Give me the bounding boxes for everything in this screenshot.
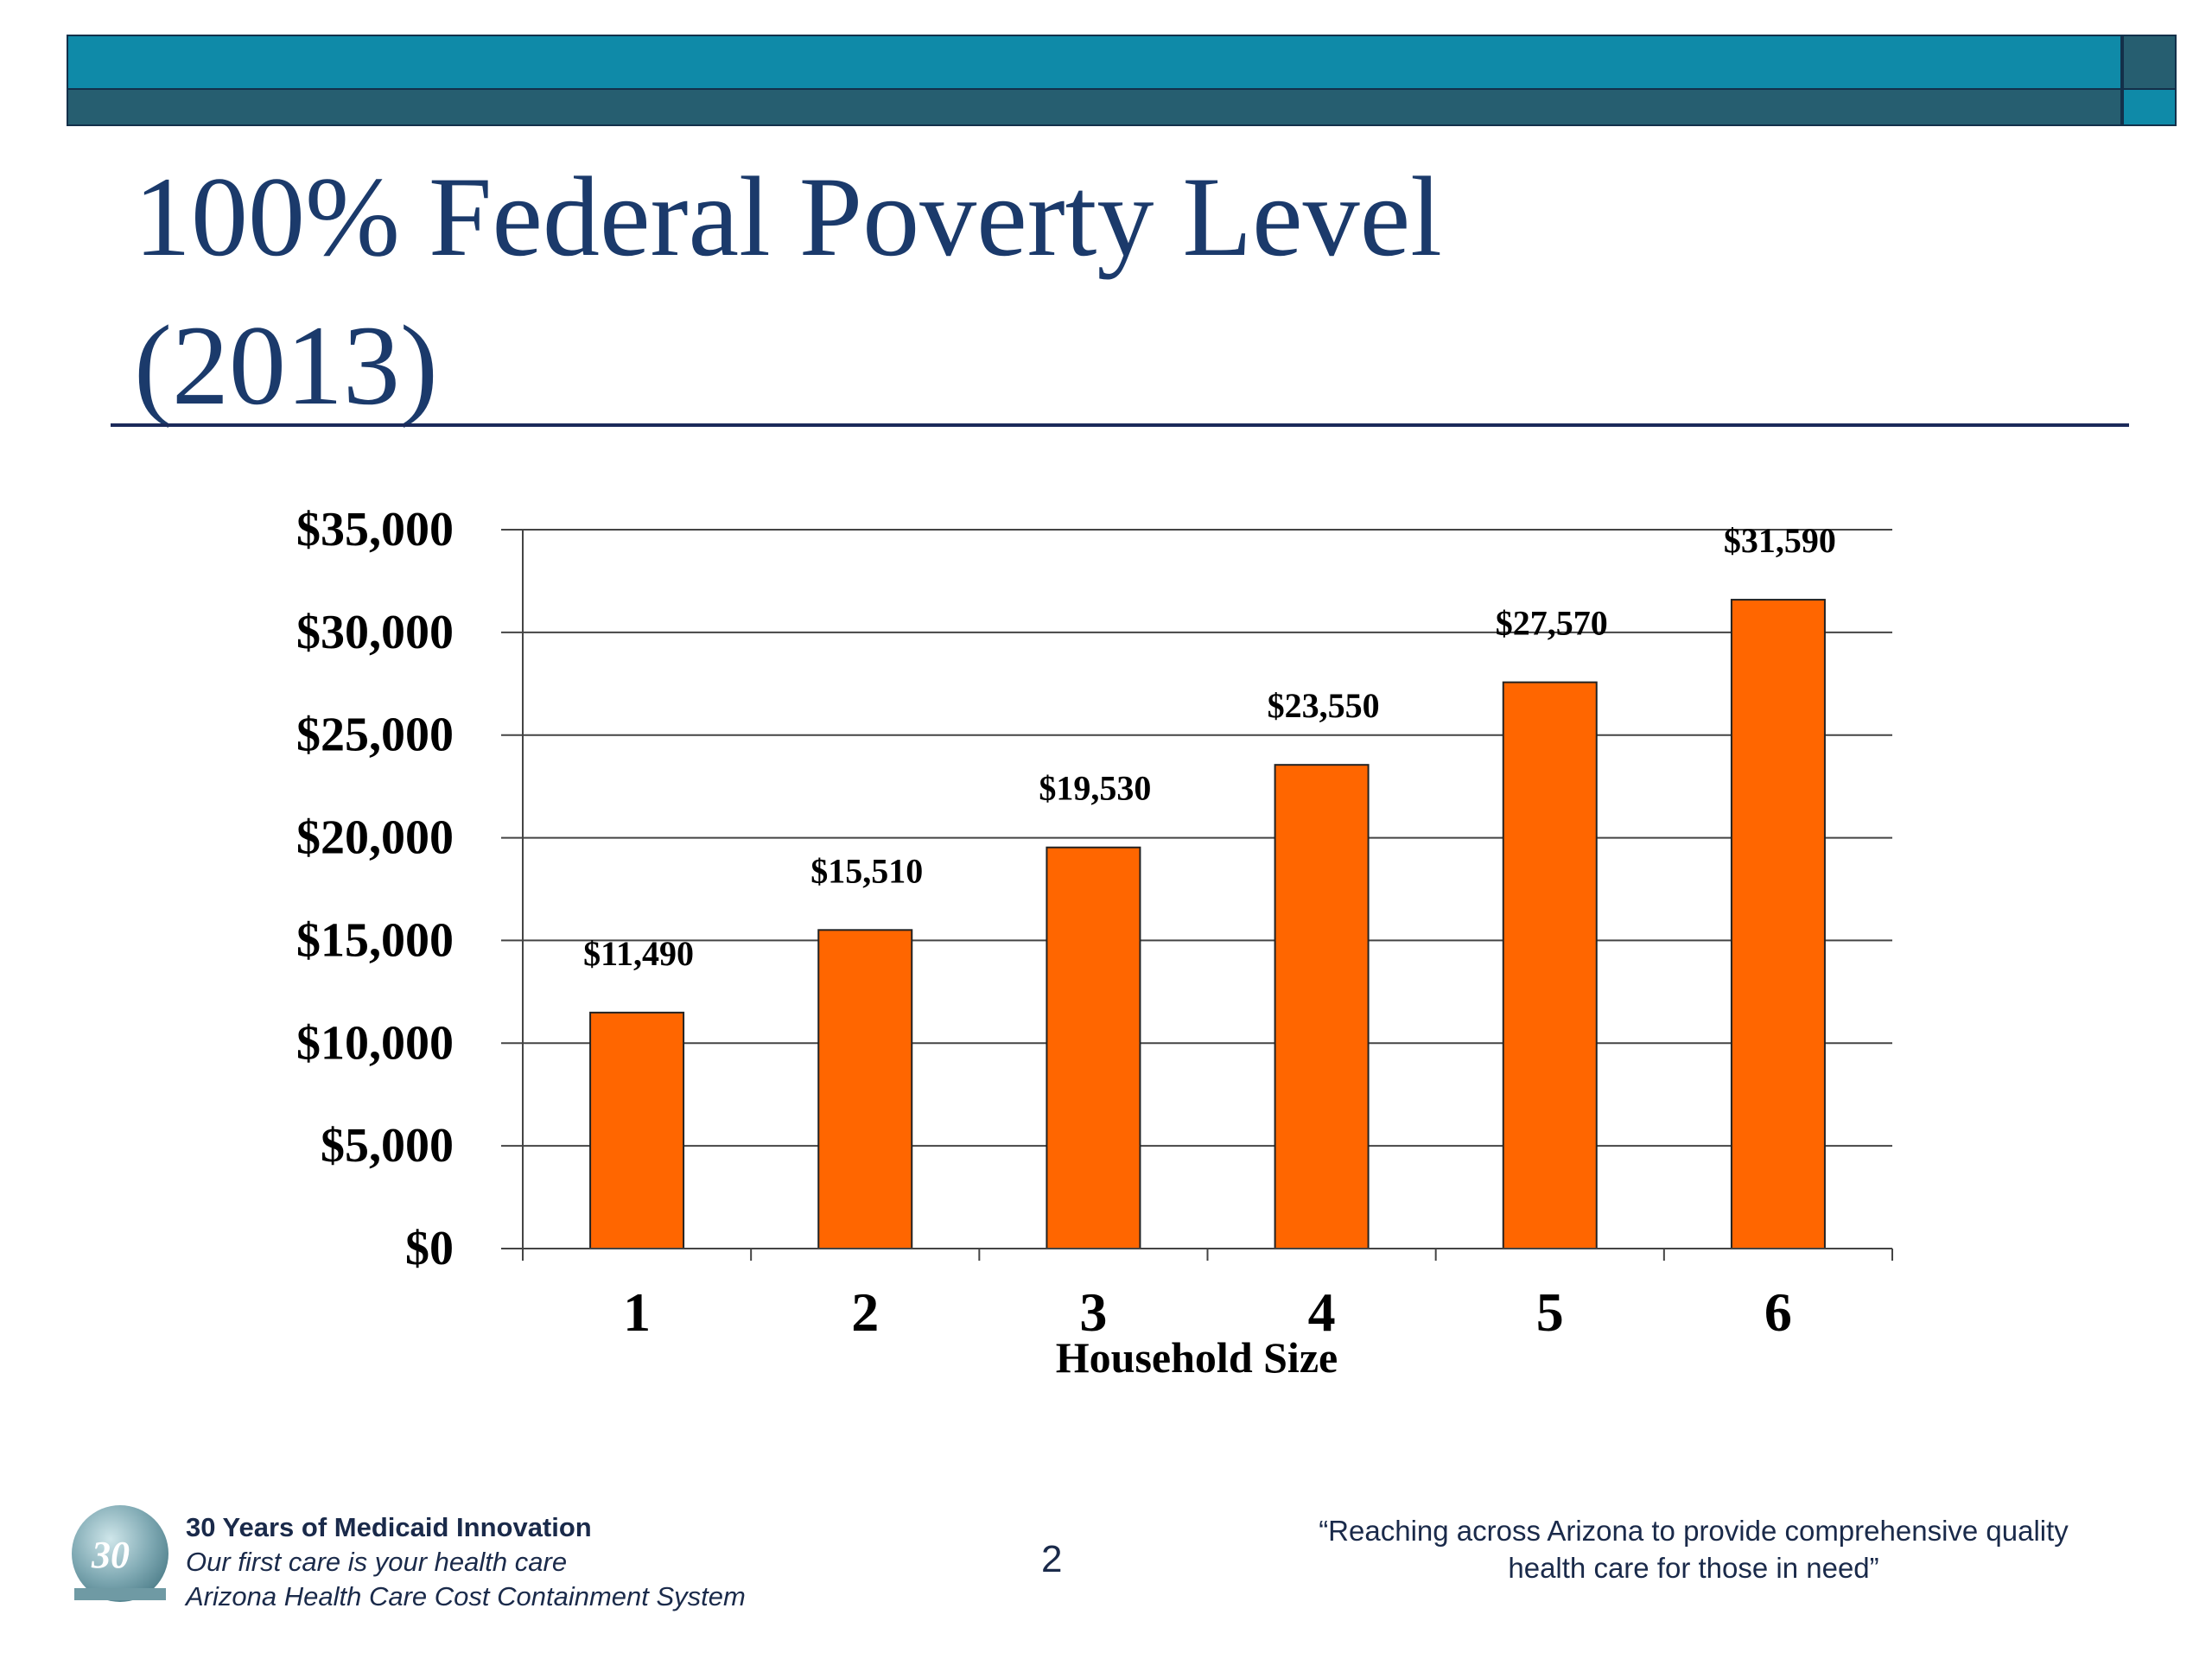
x-axis-label: Household Size [1056,1333,1338,1382]
y-tick-label: $0 [405,1222,454,1275]
footer-quote: “Reaching across Arizona to provide comp… [1253,1512,2134,1586]
x-tick-label: 4 [1308,1281,1336,1343]
bar-chart: $0 $5,000 $10,000 $15,000 $20,000 $25,000 $30,… [296,503,1893,1382]
y-tick-label: $5,000 [321,1119,454,1173]
data-label: $31,590 [1724,521,1836,560]
footer-line2: Our first care is your health care [186,1547,568,1577]
bar [817,929,913,1249]
y-tick-label: $10,000 [296,1016,454,1070]
header-square-top [2122,35,2177,90]
header-band-bottom [67,90,2122,126]
page-number: 2 [1041,1538,1063,1580]
quote-line1: “Reaching across Arizona to provide comp… [1319,1515,2069,1547]
bar [1274,764,1370,1249]
header-band-top [67,35,2122,90]
data-labels: $11,490 $15,510 $19,530 $23,550 $27,570 $31,5… [583,521,1836,973]
slide-title: 100% Federal Poverty Level (2013) [134,143,2035,440]
x-tick-label: 3 [1079,1281,1107,1343]
slide-title-line2: (2013) [134,302,438,429]
data-label: $11,490 [583,934,694,973]
30-years-logo: 30 [67,1503,173,1609]
header-square-bottom [2122,90,2177,126]
y-tick-label: $30,000 [296,606,454,659]
bar [1046,846,1141,1249]
title-divider [111,423,2129,427]
y-tick-label: $20,000 [296,811,454,865]
y-tick-label: $25,000 [296,709,454,762]
x-tick-label: 2 [851,1281,879,1343]
gridlines [501,529,1892,1249]
footer-left-text: 30 Years of Medicaid Innovation Our firs… [186,1510,746,1614]
y-tick-label: $15,000 [296,913,454,967]
bars [589,599,1826,1250]
footer-line3: Arizona Health Care Cost Containment Sys… [186,1581,746,1611]
data-label: $23,550 [1268,686,1380,725]
header-bar [67,35,2177,127]
data-label: $19,530 [1039,769,1151,808]
x-tick-label: 5 [1536,1281,1564,1343]
bar [1502,681,1598,1250]
data-label: $27,570 [1496,604,1608,643]
y-axis-tick-labels: $0 $5,000 $10,000 $15,000 $20,000 $25,000 $30,… [296,503,454,1275]
y-tick-label: $35,000 [296,503,454,556]
x-tick-label: 1 [623,1281,651,1343]
logo-text: 30 [91,1534,130,1576]
x-axis [522,530,1893,1261]
x-axis-tick-labels: 1 2 3 4 5 6 [623,1281,1792,1343]
bar [1730,599,1826,1250]
slide-title-line1: 100% Federal Poverty Level [134,153,1442,280]
quote-line2: health care for those in need” [1508,1552,1879,1584]
x-tick-label: 6 [1764,1281,1792,1343]
bar [589,1011,685,1249]
footer-line1: 30 Years of Medicaid Innovation [186,1512,592,1542]
data-label: $15,510 [810,851,923,890]
